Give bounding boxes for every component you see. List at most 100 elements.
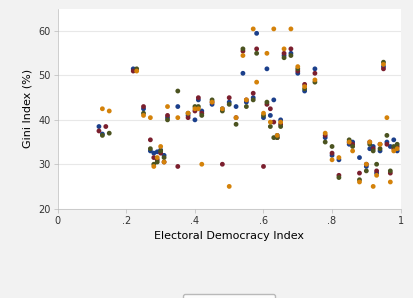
2010 [219,106,225,111]
2008 [185,115,191,120]
2008 [380,66,387,71]
2010 [140,113,147,118]
2010 [195,106,202,111]
2009 [253,51,260,56]
2007 [336,157,342,162]
2008 [274,135,280,140]
2008 [349,142,356,147]
2009 [226,102,233,107]
2009 [99,133,106,138]
2009 [164,117,171,122]
2009 [363,168,370,173]
2007 [154,149,161,154]
2009 [106,131,113,136]
2010 [312,77,318,82]
2010 [370,184,377,189]
2010 [161,160,167,164]
2008 [226,95,233,100]
2007 [226,100,233,105]
2007 [390,137,397,142]
2010 [133,69,140,73]
2008 [346,140,353,145]
2007 [322,135,328,140]
2010 [394,146,401,151]
2009 [387,168,394,173]
2008 [377,142,383,147]
2009 [260,113,267,118]
2007 [243,100,250,105]
2010 [281,46,287,51]
2007 [253,31,260,36]
2007 [346,142,353,147]
2010 [250,27,256,31]
2009 [195,104,202,109]
2009 [274,135,280,140]
2009 [281,55,287,60]
2009 [384,133,390,138]
2010 [294,64,301,69]
2008 [147,137,154,142]
2008 [240,49,246,53]
2010 [278,120,284,125]
2009 [192,104,198,109]
2009 [271,135,277,140]
2008 [312,71,318,76]
2008 [278,122,284,127]
2007 [263,66,270,71]
2008 [250,91,256,96]
2009 [370,148,377,153]
2010 [260,111,267,116]
2007 [260,115,267,120]
2007 [209,102,216,107]
2008 [199,111,205,116]
2008 [154,157,161,162]
2010 [209,100,216,105]
2009 [161,155,167,160]
2010 [185,111,191,116]
2009 [346,137,353,142]
2007 [150,151,157,156]
2008 [192,108,198,113]
2008 [287,46,294,51]
2010 [106,108,113,113]
2008 [267,106,274,111]
2010 [263,51,270,56]
2007 [278,117,284,122]
2008 [366,140,373,145]
2009 [390,144,397,149]
2010 [233,115,240,120]
2008 [329,151,335,156]
2007 [233,104,240,109]
2008 [301,82,308,87]
2008 [370,146,377,151]
2007 [329,153,335,158]
2008 [102,124,109,129]
2008 [336,173,342,178]
2009 [394,142,401,147]
2009 [336,175,342,180]
2010 [267,120,274,125]
2008 [219,162,225,167]
2008 [322,133,328,138]
2009 [140,111,147,116]
2007 [161,153,167,158]
2008 [263,102,270,107]
2009 [377,146,383,151]
2007 [384,140,390,145]
2009 [243,104,250,109]
2009 [380,60,387,65]
2010 [301,84,308,89]
2009 [312,80,318,85]
2008 [140,104,147,109]
2010 [336,155,342,160]
2010 [373,173,380,178]
2010 [240,53,246,58]
2007 [192,117,198,122]
2008 [161,160,167,164]
2010 [322,131,328,136]
2010 [192,106,198,111]
2007 [394,148,401,153]
2010 [356,180,363,184]
2010 [175,115,181,120]
2009 [366,142,373,147]
